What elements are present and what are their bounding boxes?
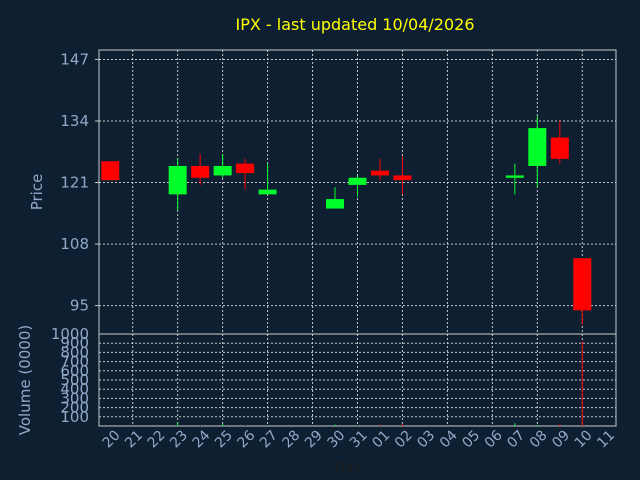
- candle-body-up: [505, 175, 524, 178]
- candle-body-up: [348, 177, 367, 185]
- volume-tick-label: 100: [60, 408, 89, 426]
- x-tick-label: 21: [122, 427, 146, 451]
- vertical-grid: [132, 50, 583, 426]
- candle-body-down: [393, 175, 412, 181]
- x-tick-label: 28: [280, 427, 304, 451]
- candle-body-up: [258, 189, 277, 195]
- volume-axis-label: Volume (0000): [16, 325, 34, 435]
- volume-tick-label: 300: [60, 389, 89, 407]
- x-tick-label: 23: [167, 427, 191, 451]
- x-tick-label: 01: [369, 427, 393, 451]
- x-tick-label: 26: [235, 427, 259, 451]
- x-tick-label: 04: [437, 427, 461, 451]
- volume-tick-label: 500: [60, 371, 89, 389]
- x-tick-label: 03: [414, 427, 438, 451]
- x-tick-label: 07: [504, 427, 528, 451]
- x-tick-label: 09: [549, 427, 573, 451]
- x-tick-label: 10: [572, 427, 596, 451]
- x-tick-label: 20: [100, 427, 124, 451]
- x-tick-label: 27: [257, 427, 281, 451]
- volume-tick-label: 1000: [51, 325, 89, 343]
- x-axis-label: Day: [334, 460, 362, 476]
- candle-body-down: [370, 170, 389, 176]
- volume-tick-label: 400: [60, 380, 89, 398]
- price-axis-label: Price: [28, 174, 46, 211]
- x-tick-label: 06: [482, 427, 506, 451]
- x-tick-label: 31: [347, 427, 371, 451]
- price-tick-label: 95: [70, 297, 89, 315]
- volume-tick-label: 200: [60, 399, 89, 417]
- price-tick-labels: 95 108 121 134 147: [60, 50, 89, 314]
- volume-series: [177, 341, 583, 426]
- candle-body-down: [236, 163, 255, 174]
- price-tick-label: 108: [60, 235, 89, 253]
- candle-body-up: [213, 165, 232, 176]
- candle-body-down: [573, 258, 592, 311]
- candle-body-down: [550, 137, 569, 159]
- chart-title: IPX - last updated 10/04/2026: [235, 15, 474, 34]
- volume-tick-label: 700: [60, 353, 89, 371]
- x-tick-label: 24: [190, 427, 214, 451]
- volume-tick-label: 600: [60, 362, 89, 380]
- candle-body-down: [191, 165, 210, 178]
- x-tick-label: 29: [302, 427, 326, 451]
- price-tick-label: 134: [60, 112, 89, 130]
- x-tick-label: 30: [324, 427, 348, 451]
- volume-tick-label: 800: [60, 343, 89, 361]
- x-tick-label: 08: [527, 427, 551, 451]
- x-tick-label: 25: [212, 427, 236, 451]
- price-tick-label: 147: [60, 50, 89, 68]
- x-tick-label: 05: [459, 427, 483, 451]
- candle-body-up: [326, 199, 345, 209]
- price-tick-label: 121: [60, 174, 89, 192]
- price-grid: [95, 58, 616, 307]
- candle-body-up: [168, 165, 187, 195]
- x-tick-label: 02: [392, 427, 416, 451]
- candlestick-series: [101, 116, 592, 325]
- candle-body-up: [528, 128, 547, 166]
- candle-body-down: [101, 161, 120, 181]
- volume-tick-label: 900: [60, 334, 89, 352]
- x-tick-labels: 2021222324252627282930310102030405060708…: [100, 427, 618, 451]
- x-tick-label: 22: [145, 427, 169, 451]
- x-tick-label: 11: [594, 427, 618, 451]
